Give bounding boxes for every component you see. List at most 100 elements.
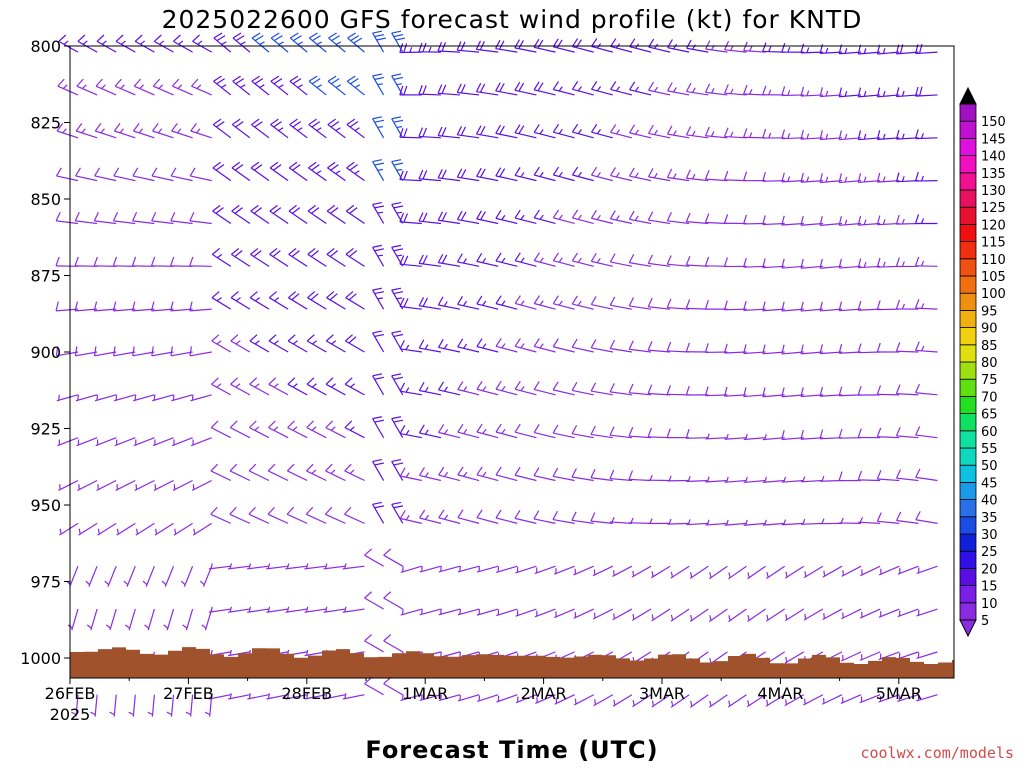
wind-barb	[457, 608, 480, 616]
wind-barb	[372, 30, 387, 53]
wind-barb	[153, 479, 174, 491]
wind-barb	[288, 204, 308, 224]
y-axis: 800 825 850 875 900 925 950 975 1000	[20, 37, 70, 668]
wind-barb	[762, 42, 785, 53]
wind-barb	[533, 81, 556, 96]
wind-barb	[94, 394, 117, 402]
wind-barb	[230, 377, 251, 396]
wind-barb	[838, 87, 862, 98]
wind-barb	[800, 258, 823, 269]
wind-barb	[552, 467, 575, 482]
wind-barb	[391, 416, 404, 438]
x-tick-label: 2MAR	[521, 684, 567, 703]
wind-barb	[418, 467, 442, 482]
wind-barb	[876, 470, 900, 482]
wind-barb	[476, 210, 499, 225]
wind-barb	[418, 169, 441, 182]
wind-barb	[247, 563, 270, 570]
wind-barb	[781, 430, 804, 441]
colorbar-swatch	[959, 361, 977, 380]
wind-barb	[112, 301, 136, 312]
wind-barb	[647, 427, 671, 439]
wind-barb	[533, 124, 556, 139]
wind-barb	[419, 608, 442, 616]
wind-barb	[189, 346, 212, 357]
wind-barb	[819, 429, 843, 440]
wind-barb	[571, 209, 594, 225]
wind-barb	[153, 34, 174, 53]
wind-barb	[743, 301, 766, 311]
terrain-fill	[70, 647, 954, 678]
wind-barb	[305, 506, 327, 524]
wind-barb	[327, 118, 346, 139]
wind-barb	[533, 338, 556, 353]
wind-barb	[800, 215, 823, 226]
wind-barb	[666, 125, 690, 139]
wind-barb	[399, 128, 422, 139]
wind-barb	[399, 212, 422, 225]
wind-barb	[495, 466, 518, 482]
x-axis-year: 2025	[50, 705, 91, 724]
wind-barb	[418, 42, 441, 53]
wind-barb	[152, 78, 174, 96]
wind-barb	[209, 693, 231, 700]
wind-barb	[75, 394, 98, 402]
wind-barb	[514, 252, 537, 267]
wind-barb	[590, 425, 613, 439]
wind-barb	[104, 565, 117, 587]
colorbar-tick-label: 115	[981, 236, 1006, 251]
wind-barb	[857, 428, 881, 439]
wind-barb	[372, 116, 385, 139]
wind-barb	[212, 204, 232, 224]
wind-barb	[689, 608, 709, 623]
wind-barb	[724, 476, 747, 483]
wind-barb	[628, 253, 652, 267]
wind-barb	[743, 84, 766, 96]
wind-barb	[723, 170, 747, 182]
wind-barb	[342, 563, 365, 570]
wind-barb	[185, 694, 194, 717]
x-tick-label: 28FEB	[281, 684, 332, 703]
wind-barb	[670, 565, 690, 579]
wind-barb	[344, 506, 365, 524]
wind-barb	[399, 255, 422, 267]
wind-barb	[819, 130, 843, 141]
wind-barb	[189, 256, 212, 267]
wind-barb	[372, 416, 385, 438]
wind-barb	[609, 296, 633, 310]
wind-barb	[55, 346, 79, 357]
colorbar-swatch	[959, 430, 977, 449]
wind-barb	[534, 565, 556, 575]
wind-barb	[822, 565, 843, 578]
wind-barb	[476, 252, 499, 267]
wind-barb	[895, 384, 919, 396]
wind-barb	[231, 161, 251, 182]
wind-barb	[781, 387, 804, 398]
wind-barb	[571, 38, 594, 53]
wind-barb	[781, 301, 804, 312]
wind-barb	[437, 211, 461, 225]
wind-barb	[685, 255, 709, 267]
wind-barb	[514, 209, 537, 225]
wind-barb	[372, 159, 385, 181]
wind-barb	[213, 32, 232, 53]
wind-barb	[593, 694, 614, 707]
wind-barb	[192, 34, 212, 53]
wind-barb	[647, 211, 671, 225]
wind-barb	[647, 254, 671, 267]
wind-barb	[590, 382, 613, 396]
wind-barb	[208, 606, 231, 613]
x-tick-label: 4MAR	[757, 684, 803, 703]
wind-barb	[800, 518, 823, 525]
wind-barb	[418, 297, 441, 310]
wind-barb	[781, 129, 804, 140]
x-tick-label: 5MAR	[876, 684, 922, 703]
wind-barb	[308, 118, 327, 139]
wind-barb	[651, 694, 671, 708]
wind-barb	[477, 694, 499, 702]
wind-barb	[400, 565, 422, 573]
colorbar-swatch	[959, 481, 977, 500]
wind-barb	[419, 565, 442, 573]
colorbar-swatch	[959, 550, 977, 569]
